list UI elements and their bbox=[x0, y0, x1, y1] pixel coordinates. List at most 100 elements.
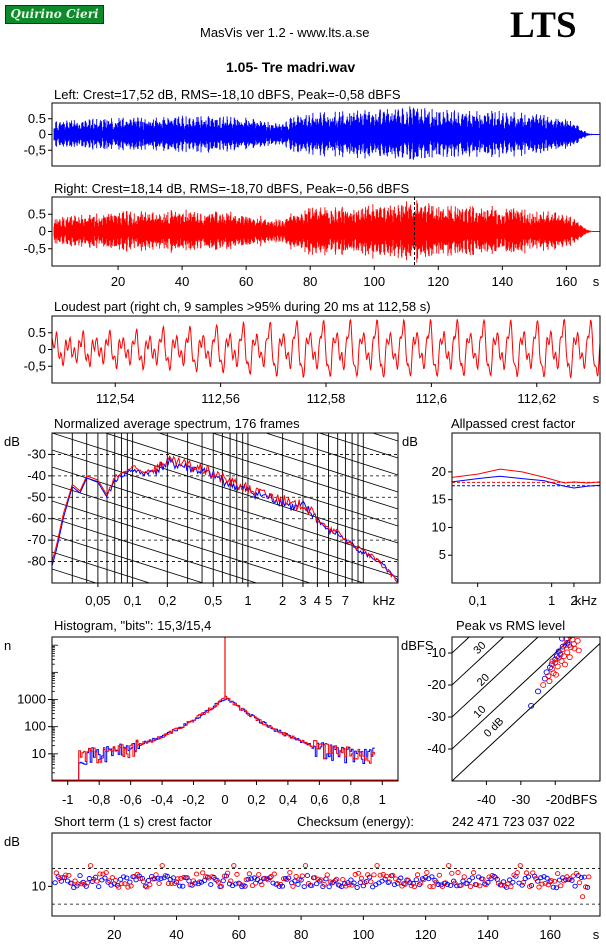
short-term-crest-point-blue bbox=[569, 877, 575, 883]
short-term-crest-point-red bbox=[352, 872, 358, 877]
peak-vs-rms-point-red bbox=[573, 631, 578, 636]
short-term-crest-point-blue bbox=[223, 873, 230, 879]
short-term-crest-point-blue bbox=[519, 882, 525, 888]
short-term-crest-point-red bbox=[299, 873, 305, 879]
allpass-crest-ylabel: dB bbox=[402, 434, 418, 449]
short-term-crest-point-red bbox=[523, 870, 530, 876]
short-term-crest-point-blue bbox=[257, 879, 264, 885]
short-term-crest-point-blue bbox=[158, 876, 164, 882]
short-term-crest-point-blue bbox=[581, 874, 588, 880]
short-term-crest-point-red bbox=[505, 881, 511, 887]
short-term-crest-point-red bbox=[414, 872, 421, 878]
short-term-crest-point-red bbox=[287, 870, 293, 875]
spectrum-xunit: kHz bbox=[373, 593, 395, 608]
short-term-crest-point-blue bbox=[413, 877, 419, 883]
short-term-crest-point-red bbox=[355, 870, 362, 876]
loudest-part-ytick-label: 0.5 bbox=[28, 325, 46, 340]
peak-vs-rms-point-blue bbox=[534, 688, 542, 695]
short-term-crest-point-blue bbox=[177, 883, 183, 889]
short-term-crest-point-blue bbox=[96, 884, 102, 890]
spectrum-ylabel: dB bbox=[4, 434, 20, 449]
right-waveform-xtick-label: 40 bbox=[175, 274, 189, 289]
short-term-crest-point-blue bbox=[285, 875, 292, 881]
short-term-crest-point-blue bbox=[566, 877, 572, 883]
loudest-part-xtick-label: 112,6 bbox=[416, 391, 448, 406]
spectrum-slope-line bbox=[52, 314, 398, 424]
short-term-crest-point-red bbox=[424, 870, 430, 875]
short-term-crest-point-blue bbox=[422, 874, 429, 880]
short-term-crest-point-red bbox=[318, 877, 324, 883]
short-term-crest-point-red bbox=[53, 870, 60, 876]
short-term-crest-point-red bbox=[548, 878, 555, 884]
spectrum-grid bbox=[52, 433, 398, 583]
short-term-crest-point-red bbox=[66, 872, 72, 878]
allpass-crest-xunit: kHz bbox=[575, 593, 597, 608]
short-term-crest-frame bbox=[51, 832, 601, 917]
short-term-crest-xtick-label: 40 bbox=[169, 927, 183, 942]
spectrum-xtick-label: 5 bbox=[325, 593, 332, 608]
right-waveform-xtick-label: 160 bbox=[556, 274, 578, 289]
short-term-crest-point-blue bbox=[77, 873, 83, 879]
short-term-crest-point-red bbox=[63, 872, 69, 878]
short-term-crest-point-red bbox=[340, 877, 346, 882]
short-term-crest-ytick-label: 10 bbox=[32, 878, 46, 893]
histogram-xtick-label: 0,2 bbox=[247, 792, 265, 807]
short-term-crest-point-red bbox=[517, 863, 523, 869]
short-term-crest-point-red bbox=[106, 878, 112, 884]
short-term-crest-point-blue bbox=[382, 876, 388, 882]
peak-vs-rms-point-red bbox=[549, 658, 556, 665]
spectrum-slope-line bbox=[52, 280, 398, 390]
short-term-crest-xtick-label: 80 bbox=[294, 927, 308, 942]
short-term-crest-point-blue bbox=[394, 880, 401, 886]
short-term-crest-point-blue bbox=[267, 875, 273, 881]
short-term-crest-point-blue bbox=[292, 878, 298, 884]
short-term-crest-point-red bbox=[555, 871, 561, 877]
short-term-crest-point-red bbox=[228, 878, 234, 884]
spectrum-slope-line bbox=[52, 500, 312, 583]
peak-vs-rms-point-red bbox=[567, 644, 574, 651]
short-term-crest-point-red bbox=[477, 883, 483, 889]
histogram-series-blue bbox=[78, 698, 375, 781]
short-term-crest-point-blue bbox=[304, 873, 310, 879]
peak-vs-rms-xunit: dBFS bbox=[565, 792, 598, 807]
right-waveform-ytick-label: -0,5 bbox=[24, 241, 46, 256]
peak-vs-rms-point-red bbox=[556, 650, 563, 657]
loudest-part-ytick-label: -0,5 bbox=[24, 358, 46, 373]
peak-vs-rms-xtick-label: -30 bbox=[511, 792, 530, 807]
short-term-crest-ylabel: dB bbox=[4, 834, 20, 849]
short-term-crest-point-blue bbox=[366, 874, 373, 880]
short-term-crest-point-blue bbox=[186, 878, 192, 884]
short-term-crest-point-blue bbox=[510, 879, 516, 885]
peak-vs-rms-frame bbox=[451, 636, 601, 782]
short-term-crest-point-red bbox=[474, 882, 480, 888]
short-term-crest-point-red bbox=[386, 879, 393, 885]
short-term-crest-point-blue bbox=[528, 883, 535, 888]
short-term-crest-point-red bbox=[302, 863, 309, 869]
peak-vs-rms-crest-label: 20 bbox=[475, 672, 492, 689]
spectrum-title: Normalized average spectrum, 176 frames bbox=[54, 416, 300, 431]
short-term-crest-point-red bbox=[293, 873, 299, 879]
peak-vs-rms-point-red bbox=[571, 645, 578, 652]
short-term-crest-point-blue bbox=[133, 877, 139, 883]
short-term-crest-point-blue bbox=[351, 880, 357, 886]
short-term-crest-point-red bbox=[84, 880, 91, 886]
short-term-crest-point-red bbox=[558, 883, 564, 889]
allpass-crest-ytick-label: 15 bbox=[432, 492, 446, 507]
short-term-crest-point-blue bbox=[326, 884, 332, 890]
short-term-crest-point-blue bbox=[61, 875, 68, 881]
short-term-crest-point-red bbox=[586, 874, 592, 880]
spectrum-ytick-label: -80 bbox=[27, 554, 46, 569]
short-term-crest-point-red bbox=[402, 881, 408, 887]
short-term-crest-point-blue bbox=[317, 878, 323, 884]
short-term-crest-point-red bbox=[383, 873, 390, 879]
histogram-ytick-label: 1000 bbox=[17, 692, 46, 707]
short-term-crest-point-blue bbox=[507, 877, 513, 883]
short-term-crest-point-blue bbox=[248, 876, 254, 882]
short-term-crest-point-blue bbox=[485, 879, 491, 885]
allpass-crest-xtick-label: 2 bbox=[570, 593, 577, 608]
short-term-crest-point-blue bbox=[164, 873, 170, 879]
short-term-crest-point-blue bbox=[535, 878, 541, 884]
spectrum-slope-line bbox=[52, 433, 398, 544]
spectrum-slope-line bbox=[211, 433, 398, 493]
short-term-crest-point-blue bbox=[348, 877, 354, 883]
